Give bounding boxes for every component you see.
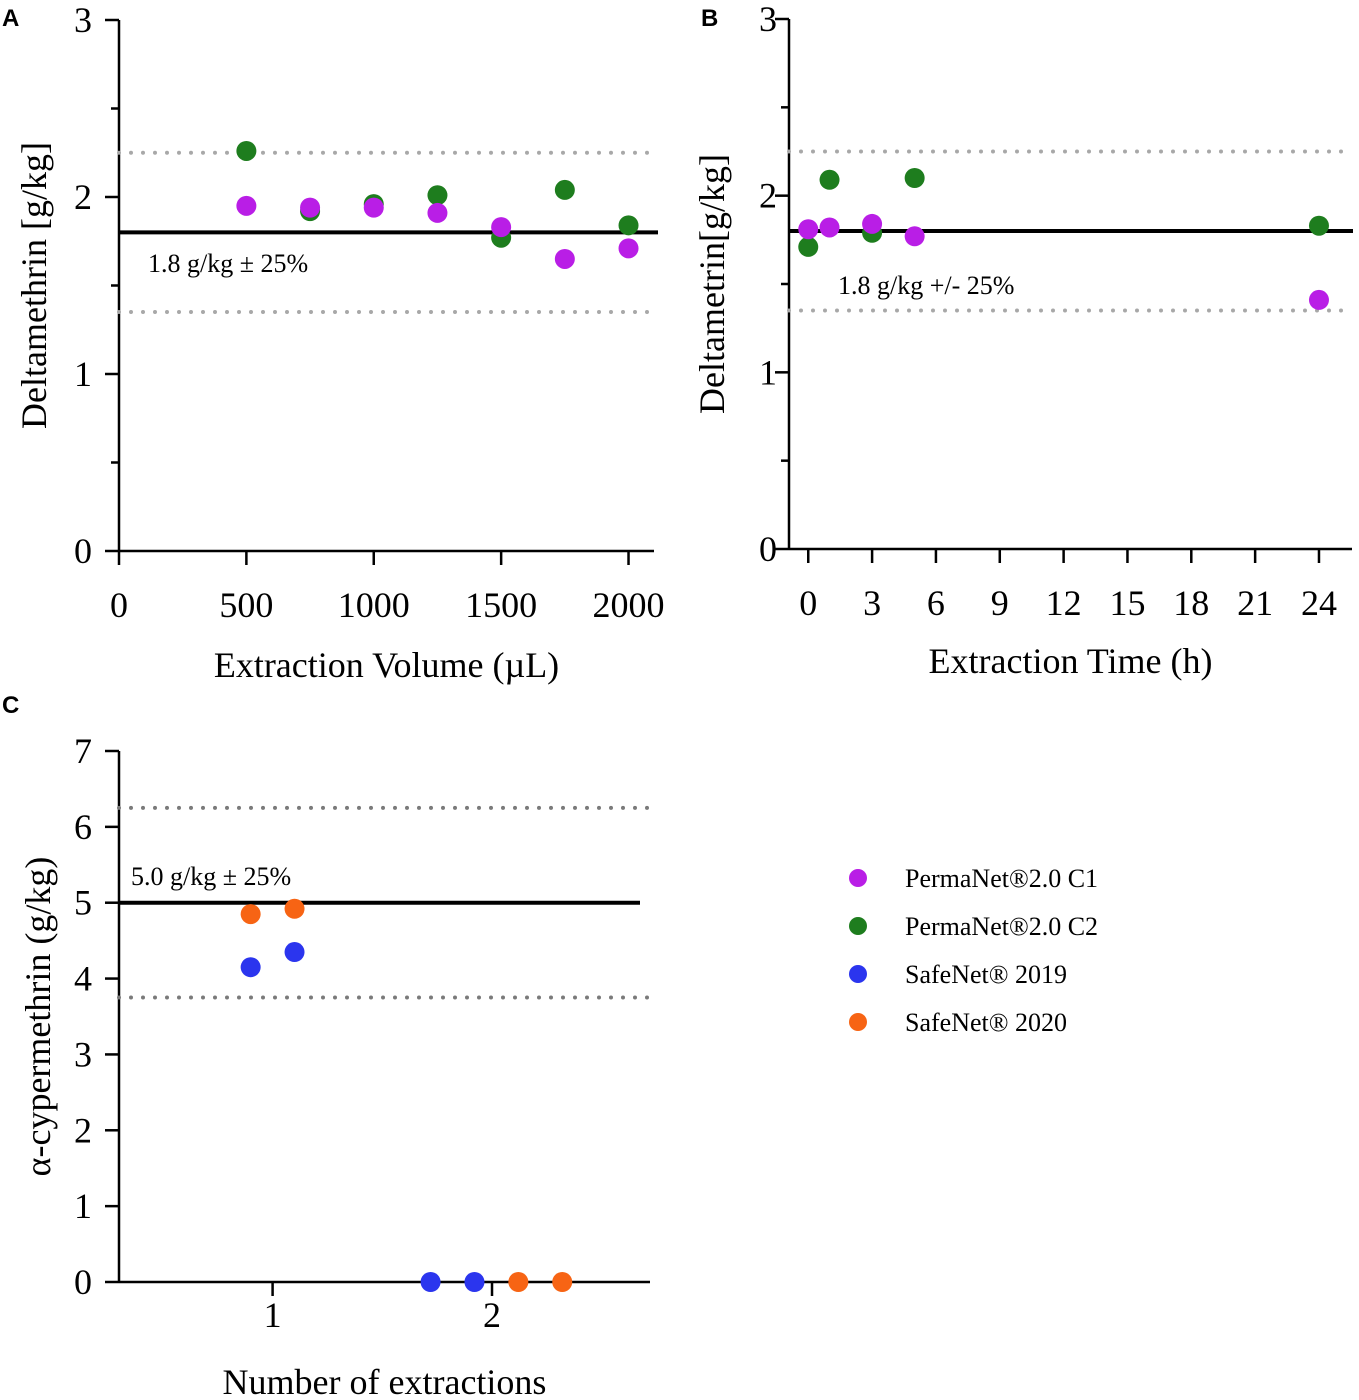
panel-label-b: B xyxy=(701,5,718,32)
y-tick-label: 0 xyxy=(759,529,777,569)
data-point xyxy=(618,215,639,236)
x-tick-label: 0 xyxy=(110,585,128,625)
data-point xyxy=(904,226,925,247)
y-axis-title: Deltametrin[g/kg] xyxy=(692,154,732,414)
data-point xyxy=(552,1272,573,1292)
reference-annotation: 1.8 g/kg +/- 25% xyxy=(838,271,1014,300)
legend-label: PermaNet®2.0 C2 xyxy=(905,912,1098,941)
x-tick-label: 1500 xyxy=(465,585,537,625)
data-point xyxy=(427,202,448,223)
data-point xyxy=(236,195,257,216)
y-tick-label: 7 xyxy=(74,731,92,771)
data-point xyxy=(508,1272,529,1292)
x-tick-label: 9 xyxy=(991,583,1009,623)
data-point xyxy=(819,217,840,238)
legend-label: SafeNet® 2019 xyxy=(905,960,1067,989)
data-point xyxy=(554,248,575,269)
x-axis-title: Extraction Time (h) xyxy=(929,641,1213,681)
data-point xyxy=(240,904,261,925)
y-tick-label: 6 xyxy=(74,807,92,847)
x-tick-label: 2000 xyxy=(593,585,665,625)
y-tick-label: 1 xyxy=(74,1186,92,1226)
y-tick-label: 1 xyxy=(759,352,777,392)
y-tick-label: 2 xyxy=(74,1110,92,1150)
data-point xyxy=(1308,289,1329,310)
y-tick-label: 1 xyxy=(74,354,92,394)
y-tick-label: 5 xyxy=(74,883,92,923)
x-tick-label: 15 xyxy=(1109,583,1145,623)
data-point xyxy=(554,179,575,200)
data-point xyxy=(491,217,512,238)
x-tick-label: 3 xyxy=(863,583,881,623)
x-axis-title: Number of extractions xyxy=(223,1362,547,1400)
legend-label: PermaNet®2.0 C1 xyxy=(905,864,1098,893)
data-point xyxy=(904,168,925,188)
data-point xyxy=(618,238,639,259)
data-point xyxy=(284,942,305,963)
reference-annotation: 1.8 g/kg ± 25% xyxy=(148,249,308,278)
x-tick-label: 12 xyxy=(1046,583,1082,623)
data-point xyxy=(420,1272,441,1292)
y-tick-label: 3 xyxy=(74,0,92,40)
legend-marker xyxy=(849,1013,867,1031)
data-point xyxy=(862,213,883,234)
data-point xyxy=(284,898,305,919)
y-tick-label: 2 xyxy=(759,176,777,216)
legend-label: SafeNet® 2020 xyxy=(905,1008,1067,1037)
data-point xyxy=(798,236,819,257)
data-point xyxy=(427,185,448,206)
data-point xyxy=(236,140,257,161)
legend-marker xyxy=(849,965,867,983)
chart-legend: PermaNet®2.0 C1 PermaNet®2.0 C2 SafeNet® 2… xyxy=(849,864,1098,1037)
data-point xyxy=(798,219,819,240)
x-tick-label: 1000 xyxy=(338,585,410,625)
y-tick-label: 3 xyxy=(759,0,777,39)
x-tick-label: 21 xyxy=(1237,583,1273,623)
data-point xyxy=(363,197,384,218)
y-tick-label: 0 xyxy=(74,531,92,571)
x-tick-label: 18 xyxy=(1173,583,1209,623)
x-tick-label: 2 xyxy=(483,1295,501,1335)
data-point xyxy=(300,197,321,218)
panel-label-a: A xyxy=(2,5,19,32)
chart-panel-c: 0 1 2 3 4 5 6 7 1 2 5.0 g/kg ± 25% Number of extrac… xyxy=(18,731,650,1400)
y-tick-label: 3 xyxy=(74,1034,92,1074)
x-axis-title: Extraction Volume (µL) xyxy=(214,645,559,685)
data-point xyxy=(240,957,261,978)
x-tick-label: 24 xyxy=(1301,583,1337,623)
x-tick-label: 0 xyxy=(799,583,817,623)
data-point xyxy=(1308,215,1329,236)
y-axis-title: α-cypermethrin (g/kg) xyxy=(18,857,58,1177)
y-tick-label: 4 xyxy=(74,959,92,999)
legend-marker xyxy=(849,917,867,935)
y-axis-title: Deltamethrin [g/kg] xyxy=(14,142,54,429)
y-tick-label: 0 xyxy=(74,1262,92,1302)
y-tick-label: 2 xyxy=(74,177,92,217)
legend-marker xyxy=(849,869,867,887)
x-tick-label: 6 xyxy=(927,583,945,623)
x-tick-label: 1 xyxy=(264,1295,282,1335)
reference-annotation: 5.0 g/kg ± 25% xyxy=(131,862,291,891)
data-point xyxy=(464,1272,485,1292)
chart-panel-a: 0 1 2 3 0 500 1000 1500 2000 1.8 g/kg ± 25% Extrac… xyxy=(14,0,665,685)
x-tick-label: 500 xyxy=(219,585,273,625)
panel-label-c: C xyxy=(2,692,19,719)
data-point xyxy=(819,169,840,190)
